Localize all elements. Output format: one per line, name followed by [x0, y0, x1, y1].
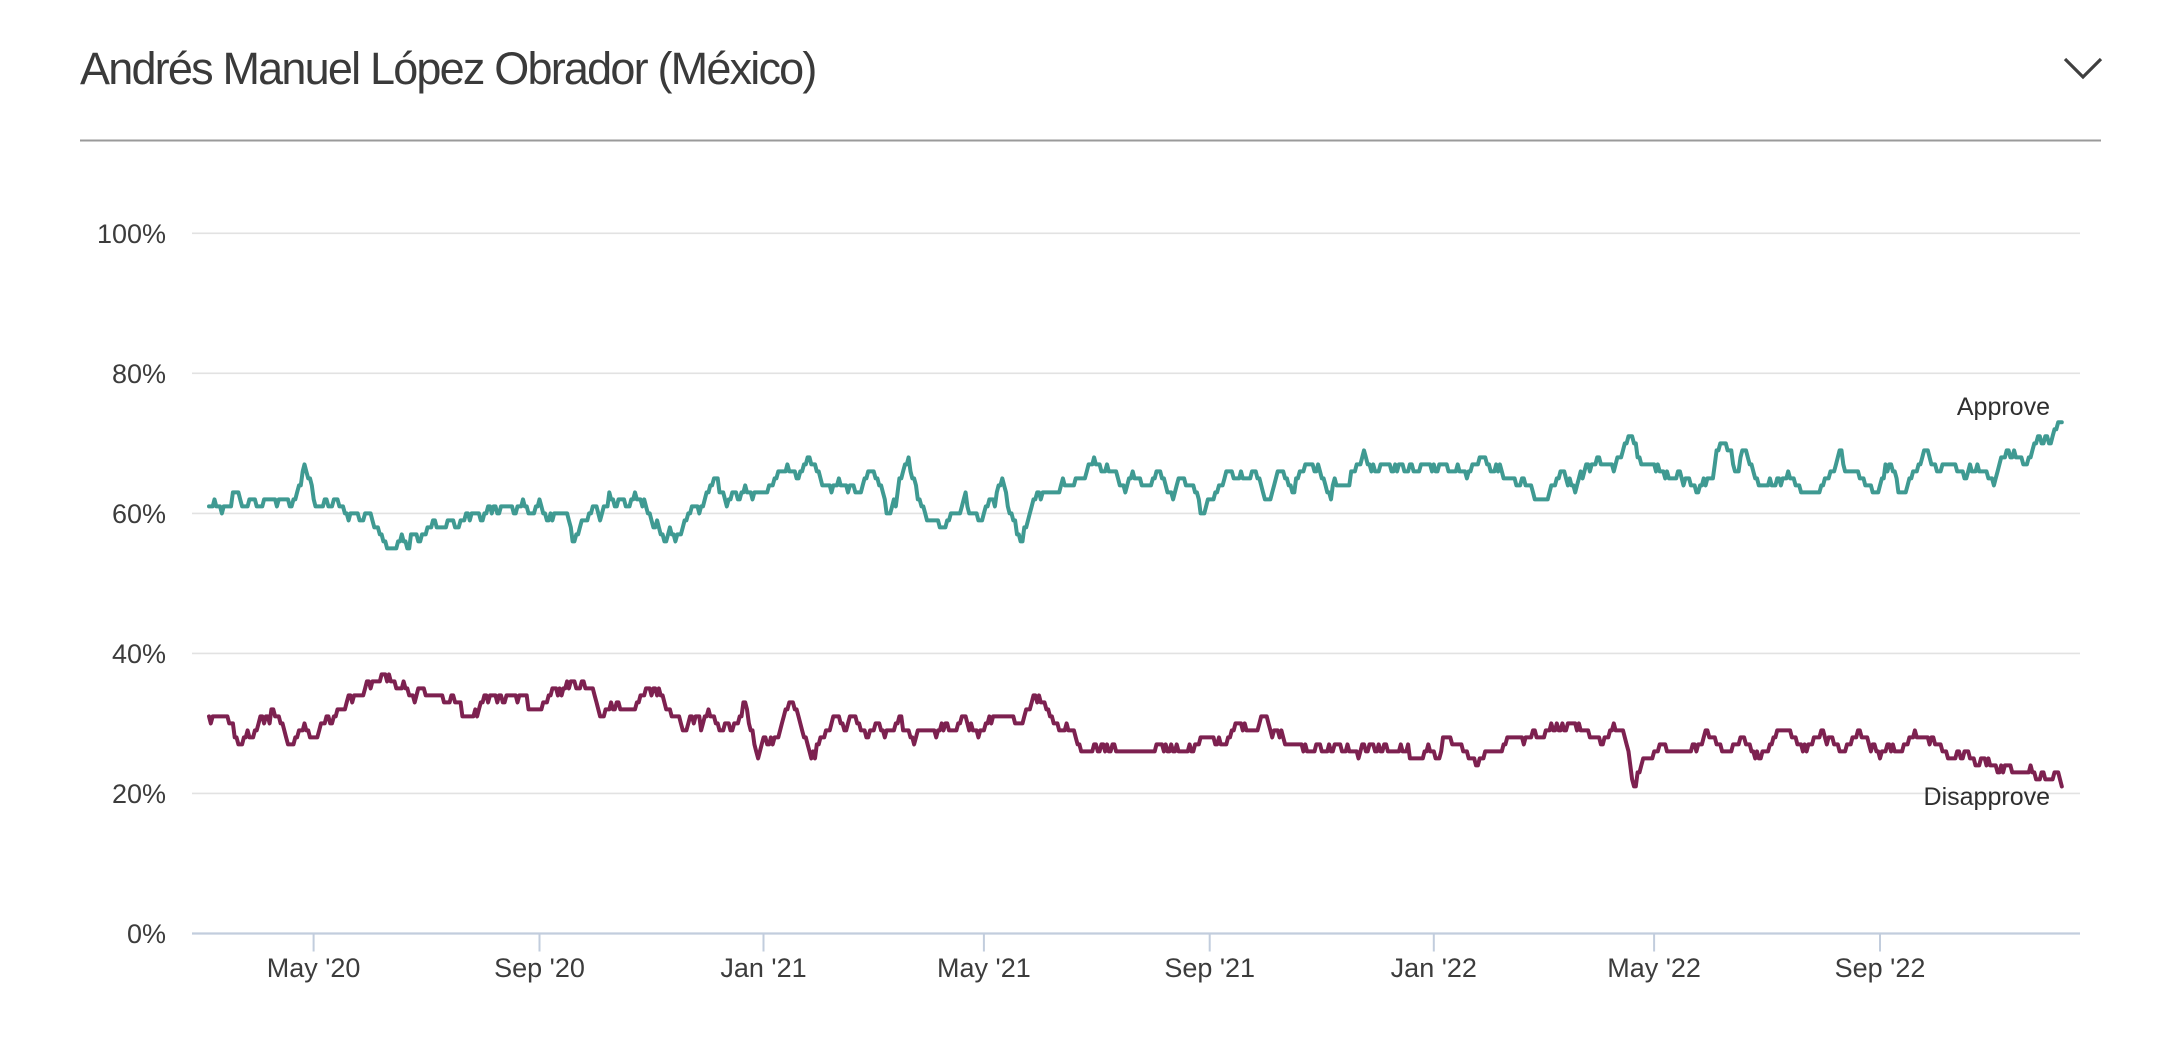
svg-text:Sep '21: Sep '21	[1164, 953, 1255, 983]
svg-text:Approve: Approve	[1957, 393, 2050, 421]
svg-text:Sep '22: Sep '22	[1835, 953, 1926, 983]
svg-text:Jan '22: Jan '22	[1391, 953, 1477, 983]
svg-text:Jan '21: Jan '21	[720, 953, 806, 983]
svg-text:Sep '20: Sep '20	[494, 953, 585, 983]
svg-text:May '20: May '20	[267, 953, 361, 983]
svg-text:100%: 100%	[97, 219, 166, 249]
svg-text:80%: 80%	[112, 359, 166, 389]
svg-text:Disapprove: Disapprove	[1924, 783, 2050, 811]
svg-text:40%: 40%	[112, 639, 166, 669]
svg-text:0%: 0%	[127, 919, 166, 949]
svg-text:Andrés Manuel López Obrador (M: Andrés Manuel López Obrador (México)	[80, 43, 816, 94]
svg-text:60%: 60%	[112, 499, 166, 529]
svg-text:May '21: May '21	[937, 953, 1031, 983]
svg-text:May '22: May '22	[1607, 953, 1701, 983]
svg-text:20%: 20%	[112, 779, 166, 809]
